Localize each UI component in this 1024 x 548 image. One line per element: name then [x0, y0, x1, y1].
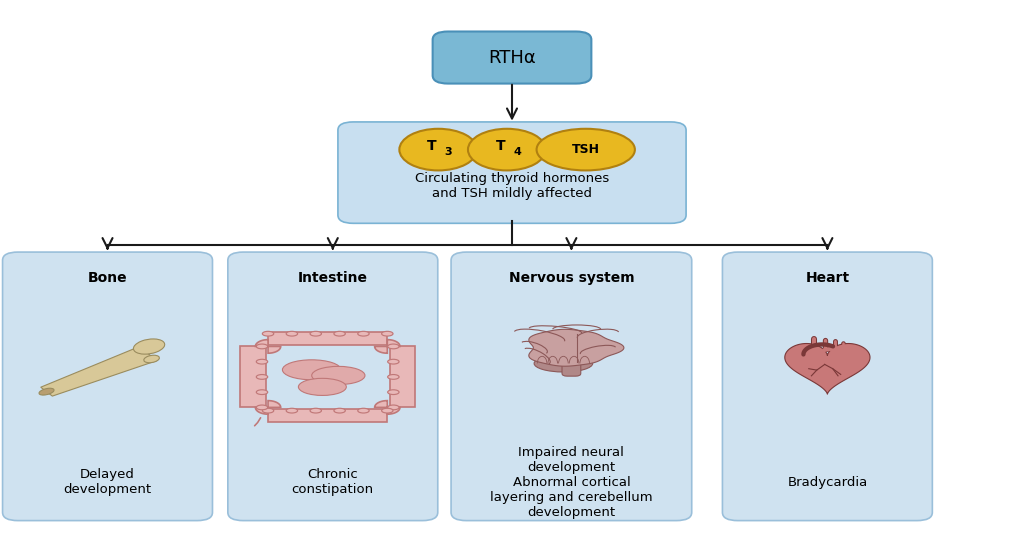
Ellipse shape — [262, 408, 273, 413]
Text: Bone: Bone — [88, 271, 127, 285]
Ellipse shape — [256, 344, 267, 349]
Text: Heart: Heart — [805, 271, 850, 285]
Polygon shape — [375, 340, 400, 353]
Ellipse shape — [399, 129, 477, 170]
Text: RTHα: RTHα — [488, 49, 536, 66]
Ellipse shape — [256, 359, 267, 364]
Ellipse shape — [357, 332, 370, 336]
FancyBboxPatch shape — [452, 252, 692, 521]
Text: T: T — [496, 139, 506, 153]
FancyBboxPatch shape — [2, 252, 213, 521]
Ellipse shape — [388, 390, 399, 395]
Ellipse shape — [382, 408, 393, 413]
Text: TSH: TSH — [571, 143, 600, 156]
Ellipse shape — [143, 355, 160, 363]
Ellipse shape — [388, 359, 399, 364]
Ellipse shape — [388, 374, 399, 379]
Ellipse shape — [310, 408, 322, 413]
Text: Nervous system: Nervous system — [509, 271, 634, 285]
Polygon shape — [528, 329, 624, 366]
FancyBboxPatch shape — [338, 122, 686, 224]
Ellipse shape — [535, 355, 593, 372]
Ellipse shape — [286, 408, 298, 413]
Ellipse shape — [388, 344, 399, 349]
FancyBboxPatch shape — [723, 252, 933, 521]
Text: Impaired neural
development
Abnormal cortical
layering and cerebellum
developmen: Impaired neural development Abnormal cor… — [490, 446, 652, 519]
Text: Intestine: Intestine — [298, 271, 368, 285]
FancyBboxPatch shape — [432, 31, 592, 83]
Polygon shape — [255, 401, 281, 414]
Polygon shape — [241, 346, 266, 407]
Polygon shape — [41, 347, 157, 396]
Ellipse shape — [311, 367, 365, 385]
Ellipse shape — [39, 388, 54, 395]
Ellipse shape — [298, 378, 346, 396]
Polygon shape — [784, 344, 870, 394]
Ellipse shape — [256, 390, 267, 395]
Ellipse shape — [388, 405, 399, 410]
Ellipse shape — [310, 332, 322, 336]
Ellipse shape — [382, 332, 393, 336]
Text: Circulating thyroid hormones
and TSH mildly affected: Circulating thyroid hormones and TSH mil… — [415, 172, 609, 201]
Ellipse shape — [357, 408, 370, 413]
Ellipse shape — [256, 405, 267, 410]
Text: Chronic
constipation: Chronic constipation — [292, 468, 374, 496]
Polygon shape — [375, 401, 400, 414]
FancyBboxPatch shape — [562, 361, 581, 376]
Ellipse shape — [334, 408, 345, 413]
Ellipse shape — [133, 339, 165, 354]
Polygon shape — [268, 409, 387, 422]
Ellipse shape — [334, 332, 345, 336]
Text: T: T — [427, 139, 437, 153]
Ellipse shape — [283, 360, 341, 380]
Text: 3: 3 — [444, 147, 453, 157]
Ellipse shape — [468, 129, 546, 170]
Polygon shape — [268, 332, 387, 345]
Ellipse shape — [537, 129, 635, 170]
Text: Bradycardia: Bradycardia — [787, 476, 867, 489]
Text: Delayed
development: Delayed development — [63, 468, 152, 496]
Text: 4: 4 — [513, 147, 521, 157]
Polygon shape — [389, 346, 415, 407]
Ellipse shape — [286, 332, 298, 336]
Ellipse shape — [256, 374, 267, 379]
Polygon shape — [255, 340, 281, 353]
FancyBboxPatch shape — [227, 252, 438, 521]
Ellipse shape — [262, 332, 273, 336]
